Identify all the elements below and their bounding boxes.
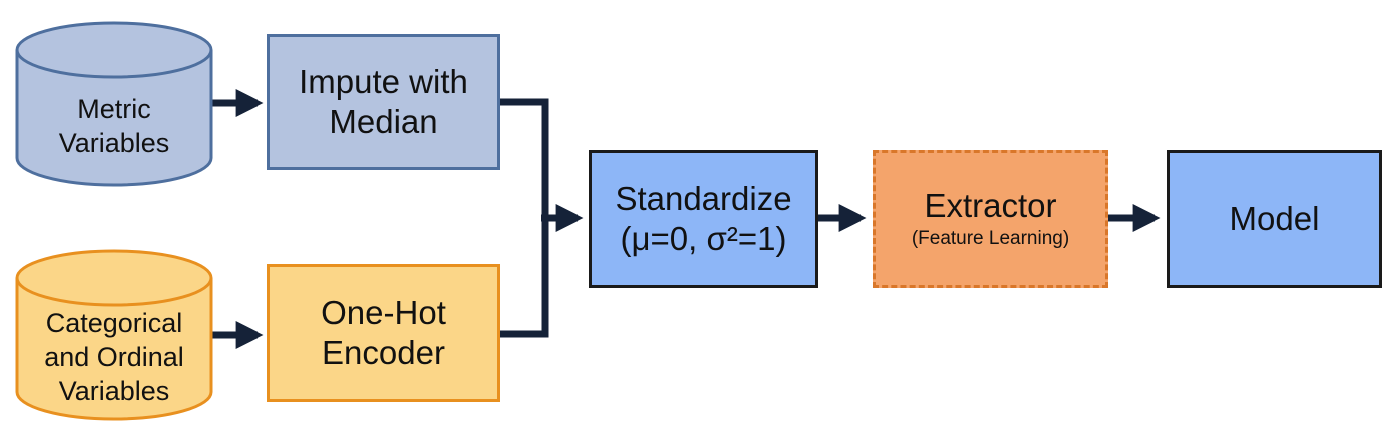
extractor-box: Extractor (Feature Learning) [873,150,1108,288]
extractor-title: Extractor [924,187,1057,224]
database-icon [15,249,213,421]
categorical-variables-cylinder: Categorical and Ordinal Variables [14,246,214,422]
impute-median-box: Impute with Median [267,34,500,170]
metric-variables-cylinder: Metric Variables [14,18,214,188]
one-hot-encoder-box: One-Hot Encoder [267,264,500,402]
arrow-impute-to-merge [500,98,549,218]
arrow-onehot-to-merge [500,218,549,338]
metric-variables-label: Metric Variables [58,94,170,158]
model-box: Model [1167,150,1382,288]
model-title: Model [1229,200,1320,237]
categorical-variables-label: Categorical and Ordinal Variables [44,308,184,406]
extractor-subtitle: (Feature Learning) [911,228,1070,249]
standardize-box: Standardize (μ=0, σ²=1) [589,150,818,288]
database-icon [15,21,213,187]
